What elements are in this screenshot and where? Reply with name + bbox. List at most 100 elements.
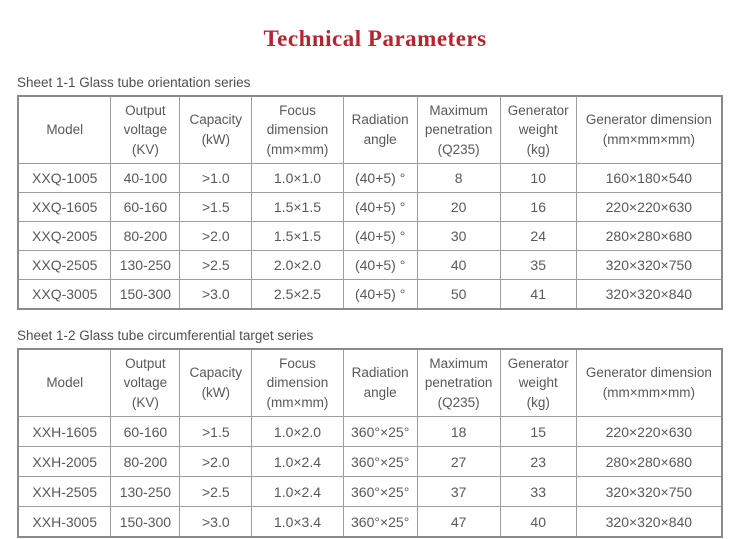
- table-row: XXQ-2505 130-250 >2.5 2.0×2.0 (40+5) ° 4…: [17, 250, 723, 280]
- cell-generator-dimension: 160×180×540: [575, 163, 723, 193]
- cell-output-voltage: 60-160: [110, 192, 181, 222]
- cell-radiation-angle: (40+5) °: [342, 163, 418, 193]
- cell-radiation-angle: (40+5) °: [342, 250, 418, 280]
- cell-max-penetration: 37: [416, 476, 501, 507]
- cell-output-voltage: 80-200: [110, 446, 181, 477]
- header-row: Model Output voltage (KV) Capacity (kW) …: [17, 348, 723, 417]
- header-row: Model Output voltage (KV) Capacity (kW) …: [17, 95, 723, 164]
- col-header-generator-weight: Generator weight (kg): [499, 348, 577, 417]
- cell-model: XXH-2505: [17, 476, 112, 507]
- cell-output-voltage: 130-250: [110, 476, 181, 507]
- table-row: XXQ-1605 60-160 >1.5 1.5×1.5 (40+5) ° 20…: [17, 192, 723, 222]
- col-header-radiation-angle: Radiation angle: [342, 348, 418, 417]
- cell-output-voltage: 150-300: [110, 506, 181, 538]
- cell-generator-weight: 24: [499, 221, 577, 251]
- cell-generator-weight: 33: [499, 476, 577, 507]
- cell-max-penetration: 27: [416, 446, 501, 477]
- col-header-generator-dimension: Generator dimension (mm×mm×mm): [575, 348, 723, 417]
- cell-generator-weight: 16: [499, 192, 577, 222]
- cell-capacity: >1.0: [179, 163, 253, 193]
- cell-generator-dimension: 280×280×680: [575, 221, 723, 251]
- cell-focus-dimension: 2.5×2.5: [251, 279, 344, 310]
- cell-max-penetration: 47: [416, 506, 501, 538]
- col-header-focus-dimension: Focus dimension (mm×mm): [251, 348, 344, 417]
- cell-model: XXQ-2505: [17, 250, 112, 280]
- cell-model: XXQ-1005: [17, 163, 112, 193]
- cell-generator-weight: 40: [499, 506, 577, 538]
- col-header-max-penetration: Maximum penetration (Q235): [416, 348, 501, 417]
- col-header-max-penetration: Maximum penetration (Q235): [416, 95, 501, 164]
- table-row: XXH-2005 80-200 >2.0 1.0×2.4 360°×25° 27…: [17, 446, 723, 477]
- cell-generator-dimension: 320×320×840: [575, 279, 723, 310]
- cell-max-penetration: 18: [416, 416, 501, 447]
- page-title: Technical Parameters: [263, 26, 487, 51]
- cell-generator-weight: 41: [499, 279, 577, 310]
- cell-model: XXH-3005: [17, 506, 112, 538]
- glass-tube-circumferential-table: Model Output voltage (KV) Capacity (kW) …: [17, 348, 723, 538]
- cell-radiation-angle: 360°×25°: [342, 506, 418, 538]
- sheet-1-1-caption: Sheet 1-1 Glass tube orientation series: [17, 75, 251, 90]
- cell-capacity: >1.5: [179, 416, 253, 447]
- cell-output-voltage: 130-250: [110, 250, 181, 280]
- cell-max-penetration: 8: [416, 163, 501, 193]
- cell-max-penetration: 50: [416, 279, 501, 310]
- col-header-model: Model: [17, 348, 112, 417]
- cell-output-voltage: 60-160: [110, 416, 181, 447]
- table-row: XXQ-2005 80-200 >2.0 1.5×1.5 (40+5) ° 30…: [17, 221, 723, 251]
- cell-generator-weight: 35: [499, 250, 577, 280]
- cell-max-penetration: 30: [416, 221, 501, 251]
- sheet-1-2-caption: Sheet 1-2 Glass tube circumferential tar…: [17, 328, 314, 343]
- cell-focus-dimension: 1.5×1.5: [251, 192, 344, 222]
- col-header-capacity: Capacity (kW): [179, 95, 253, 164]
- cell-model: XXQ-3005: [17, 279, 112, 310]
- cell-generator-dimension: 320×320×750: [575, 476, 723, 507]
- cell-model: XXH-1605: [17, 416, 112, 447]
- table-row: XXH-1605 60-160 >1.5 1.0×2.0 360°×25° 18…: [17, 416, 723, 447]
- cell-radiation-angle: 360°×25°: [342, 476, 418, 507]
- table-row: XXH-2505 130-250 >2.5 1.0×2.4 360°×25° 3…: [17, 476, 723, 507]
- cell-focus-dimension: 1.0×2.4: [251, 476, 344, 507]
- cell-model: XXH-2005: [17, 446, 112, 477]
- cell-capacity: >2.5: [179, 476, 253, 507]
- cell-output-voltage: 80-200: [110, 221, 181, 251]
- col-header-generator-weight: Generator weight (kg): [499, 95, 577, 164]
- cell-generator-weight: 10: [499, 163, 577, 193]
- cell-generator-dimension: 280×280×680: [575, 446, 723, 477]
- cell-radiation-angle: (40+5) °: [342, 279, 418, 310]
- glass-tube-orientation-table: Model Output voltage (KV) Capacity (kW) …: [17, 95, 723, 310]
- cell-output-voltage: 150-300: [110, 279, 181, 310]
- cell-focus-dimension: 1.5×1.5: [251, 221, 344, 251]
- col-header-model: Model: [17, 95, 112, 164]
- col-header-capacity: Capacity (kW): [179, 348, 253, 417]
- cell-capacity: >2.0: [179, 221, 253, 251]
- col-header-focus-dimension: Focus dimension (mm×mm): [251, 95, 344, 164]
- col-header-output-voltage: Output voltage (KV): [110, 95, 181, 164]
- col-header-radiation-angle: Radiation angle: [342, 95, 418, 164]
- cell-generator-dimension: 320×320×840: [575, 506, 723, 538]
- cell-capacity: >1.5: [179, 192, 253, 222]
- cell-focus-dimension: 1.0×2.0: [251, 416, 344, 447]
- cell-output-voltage: 40-100: [110, 163, 181, 193]
- cell-radiation-angle: 360°×25°: [342, 416, 418, 447]
- cell-model: XXQ-2005: [17, 221, 112, 251]
- cell-max-penetration: 20: [416, 192, 501, 222]
- table-row: XXQ-3005 150-300 >3.0 2.5×2.5 (40+5) ° 5…: [17, 279, 723, 310]
- cell-radiation-angle: 360°×25°: [342, 446, 418, 477]
- cell-generator-weight: 15: [499, 416, 577, 447]
- col-header-generator-dimension: Generator dimension (mm×mm×mm): [575, 95, 723, 164]
- cell-model: XXQ-1605: [17, 192, 112, 222]
- cell-capacity: >3.0: [179, 506, 253, 538]
- table-row: XXH-3005 150-300 >3.0 1.0×3.4 360°×25° 4…: [17, 506, 723, 538]
- col-header-output-voltage: Output voltage (KV): [110, 348, 181, 417]
- table-row: XXQ-1005 40-100 >1.0 1.0×1.0 (40+5) ° 8 …: [17, 163, 723, 193]
- cell-focus-dimension: 2.0×2.0: [251, 250, 344, 280]
- cell-generator-dimension: 220×220×630: [575, 416, 723, 447]
- cell-generator-weight: 23: [499, 446, 577, 477]
- cell-focus-dimension: 1.0×3.4: [251, 506, 344, 538]
- cell-radiation-angle: (40+5) °: [342, 221, 418, 251]
- cell-focus-dimension: 1.0×2.4: [251, 446, 344, 477]
- cell-max-penetration: 40: [416, 250, 501, 280]
- cell-radiation-angle: (40+5) °: [342, 192, 418, 222]
- cell-capacity: >2.5: [179, 250, 253, 280]
